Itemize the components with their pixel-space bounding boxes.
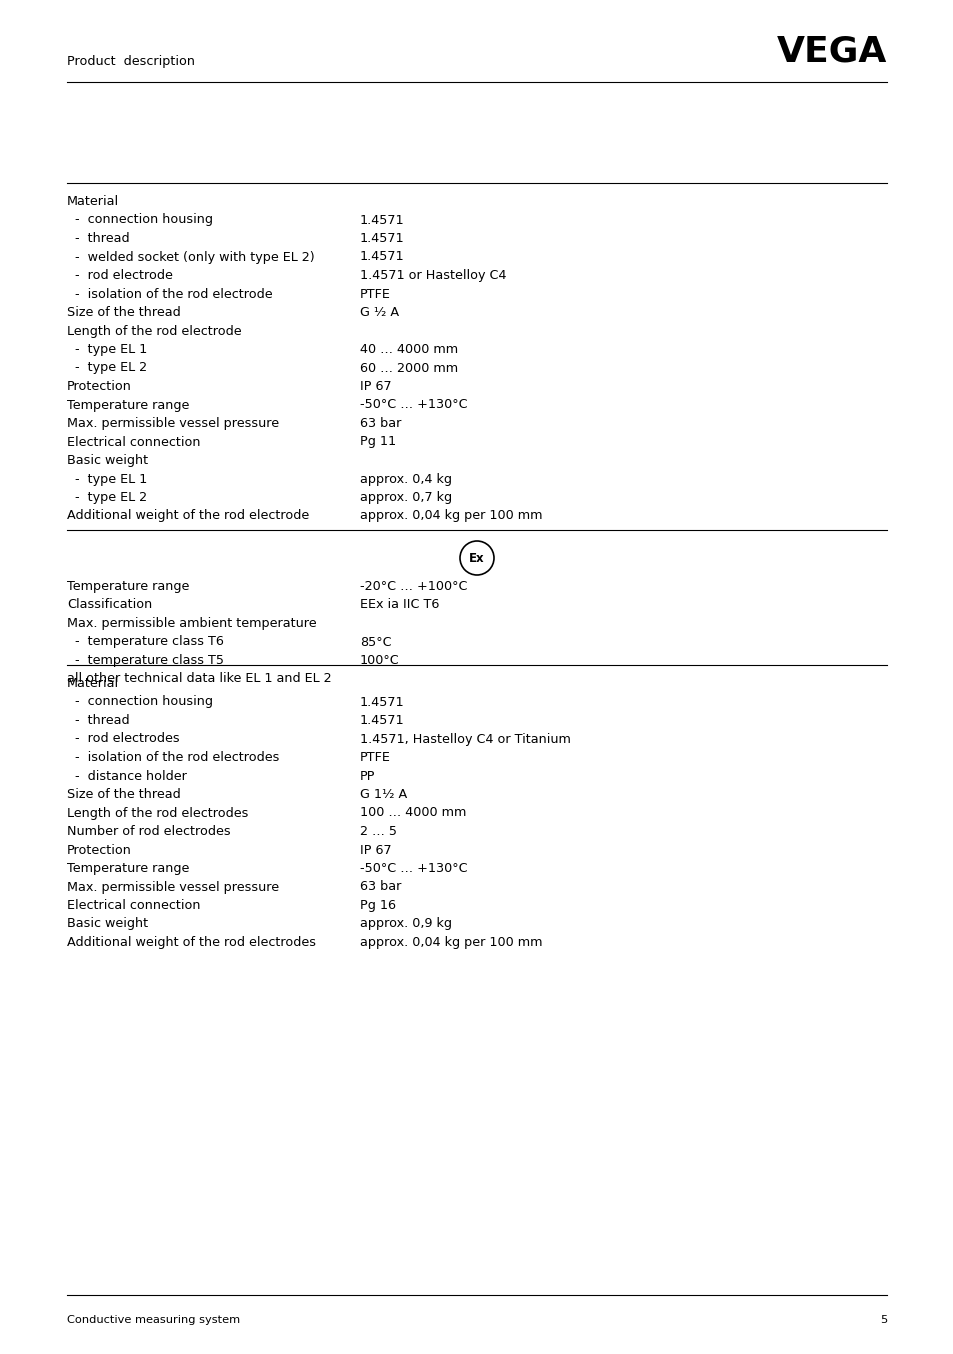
Text: -  temperature class T6: - temperature class T6	[67, 635, 224, 649]
Text: -  connection housing: - connection housing	[67, 696, 213, 708]
Text: Temperature range: Temperature range	[67, 398, 190, 412]
Text: -  type EL 2: - type EL 2	[67, 492, 147, 504]
Text: -  rod electrode: - rod electrode	[67, 269, 172, 282]
Text: Temperature range: Temperature range	[67, 580, 190, 593]
Text: Ex: Ex	[469, 551, 484, 565]
Text: Max. permissible vessel pressure: Max. permissible vessel pressure	[67, 880, 279, 894]
Text: Electrical connection: Electrical connection	[67, 899, 200, 913]
Text: 1.4571: 1.4571	[359, 214, 404, 226]
Text: -  temperature class T5: - temperature class T5	[67, 654, 224, 668]
Text: IP 67: IP 67	[359, 380, 392, 393]
Text: Max. permissible vessel pressure: Max. permissible vessel pressure	[67, 417, 279, 431]
Text: Product  description: Product description	[67, 56, 194, 68]
Text: 1.4571: 1.4571	[359, 696, 404, 708]
Text: PTFE: PTFE	[359, 287, 391, 301]
Text: 40 … 4000 mm: 40 … 4000 mm	[359, 343, 457, 356]
Text: Length of the rod electrodes: Length of the rod electrodes	[67, 807, 248, 819]
Text: 63 bar: 63 bar	[359, 880, 401, 894]
Text: 60 … 2000 mm: 60 … 2000 mm	[359, 362, 457, 375]
Text: -  rod electrodes: - rod electrodes	[67, 733, 179, 746]
Text: PP: PP	[359, 769, 375, 783]
Text: -  thread: - thread	[67, 714, 130, 727]
Text: Classification: Classification	[67, 598, 152, 612]
Text: -  connection housing: - connection housing	[67, 214, 213, 226]
Text: PTFE: PTFE	[359, 751, 391, 764]
Text: Length of the rod electrode: Length of the rod electrode	[67, 325, 241, 337]
Text: Temperature range: Temperature range	[67, 862, 190, 875]
Text: Protection: Protection	[67, 844, 132, 857]
Text: -  type EL 1: - type EL 1	[67, 473, 147, 486]
Text: Number of rod electrodes: Number of rod electrodes	[67, 825, 231, 838]
Text: Material: Material	[67, 677, 119, 691]
Text: 1.4571: 1.4571	[359, 232, 404, 245]
Text: 1.4571, Hastelloy C4 or Titanium: 1.4571, Hastelloy C4 or Titanium	[359, 733, 570, 746]
Text: -  type EL 2: - type EL 2	[67, 362, 147, 375]
Text: Pg 11: Pg 11	[359, 436, 395, 448]
Text: approx. 0,7 kg: approx. 0,7 kg	[359, 492, 452, 504]
Text: Additional weight of the rod electrodes: Additional weight of the rod electrodes	[67, 936, 315, 949]
Text: Basic weight: Basic weight	[67, 454, 148, 467]
Text: all other technical data like EL 1 and EL 2: all other technical data like EL 1 and E…	[67, 673, 332, 685]
Text: G ¹⁄₂ A: G ¹⁄₂ A	[359, 306, 398, 320]
Text: G 1¹⁄₂ A: G 1¹⁄₂ A	[359, 788, 407, 802]
Text: 63 bar: 63 bar	[359, 417, 401, 431]
Text: 100 … 4000 mm: 100 … 4000 mm	[359, 807, 466, 819]
Text: -  type EL 1: - type EL 1	[67, 343, 147, 356]
Text: Pg 16: Pg 16	[359, 899, 395, 913]
Text: VEGA: VEGA	[776, 35, 886, 69]
Text: approx. 0,9 kg: approx. 0,9 kg	[359, 918, 452, 930]
Text: 1.4571: 1.4571	[359, 714, 404, 727]
Text: -20°C … +100°C: -20°C … +100°C	[359, 580, 467, 593]
Text: Material: Material	[67, 195, 119, 209]
Text: 1.4571: 1.4571	[359, 250, 404, 264]
Text: -50°C … +130°C: -50°C … +130°C	[359, 862, 467, 875]
Text: 100°C: 100°C	[359, 654, 399, 668]
Text: Protection: Protection	[67, 380, 132, 393]
Text: -50°C … +130°C: -50°C … +130°C	[359, 398, 467, 412]
Text: Size of the thread: Size of the thread	[67, 788, 180, 802]
Text: -  welded socket (only with type EL 2): - welded socket (only with type EL 2)	[67, 250, 314, 264]
Text: Additional weight of the rod electrode: Additional weight of the rod electrode	[67, 509, 309, 523]
Text: 2 … 5: 2 … 5	[359, 825, 396, 838]
Text: -  thread: - thread	[67, 232, 130, 245]
Text: Conductive measuring system: Conductive measuring system	[67, 1315, 240, 1326]
Text: approx. 0,04 kg per 100 mm: approx. 0,04 kg per 100 mm	[359, 509, 542, 523]
Text: IP 67: IP 67	[359, 844, 392, 857]
Text: 85°C: 85°C	[359, 635, 392, 649]
Text: -  isolation of the rod electrodes: - isolation of the rod electrodes	[67, 751, 279, 764]
Text: EEx ia IIC T6: EEx ia IIC T6	[359, 598, 439, 612]
Text: Max. permissible ambient temperature: Max. permissible ambient temperature	[67, 617, 316, 630]
Text: 5: 5	[879, 1315, 886, 1326]
Text: approx. 0,4 kg: approx. 0,4 kg	[359, 473, 452, 486]
Text: 1.4571 or Hastelloy C4: 1.4571 or Hastelloy C4	[359, 269, 506, 282]
Text: approx. 0,04 kg per 100 mm: approx. 0,04 kg per 100 mm	[359, 936, 542, 949]
Text: Basic weight: Basic weight	[67, 918, 148, 930]
Text: Size of the thread: Size of the thread	[67, 306, 180, 320]
Text: -  distance holder: - distance holder	[67, 769, 187, 783]
Text: Electrical connection: Electrical connection	[67, 436, 200, 448]
Text: -  isolation of the rod electrode: - isolation of the rod electrode	[67, 287, 273, 301]
